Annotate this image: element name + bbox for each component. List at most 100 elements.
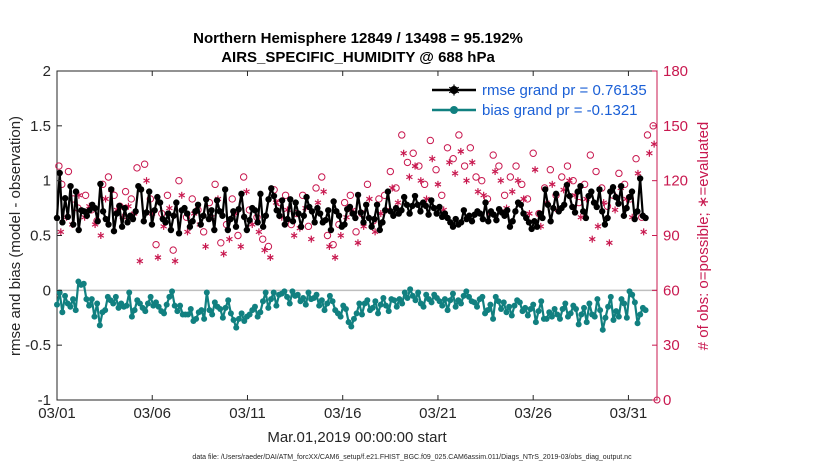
rmse-series — [53, 169, 649, 237]
obs-evaluated-point-stroke — [394, 200, 402, 205]
rmse-layer-point — [289, 218, 297, 225]
obs-evaluated-point — [248, 221, 256, 229]
x-axis-ticks: 03/01 03/06 03/11 03/16 03/21 03/26 03/31 — [38, 71, 647, 422]
obs-evaluated-point-stroke — [457, 149, 465, 154]
obs-evaluated-point — [171, 257, 179, 265]
obs-evaluated-point — [451, 169, 459, 177]
rmse-layer-point — [425, 211, 432, 218]
obs-evaluated-point-stroke — [125, 203, 132, 209]
obs-possible-point — [592, 167, 600, 176]
rmse-layer-point — [238, 190, 245, 198]
rmse-layer-point — [170, 212, 177, 219]
legend-bias-label: bias grand pr = -0.1321 — [482, 102, 638, 119]
bias-layer-point — [556, 315, 563, 322]
rmse-layer-point — [211, 226, 218, 234]
rmse-layer-point — [143, 209, 150, 216]
bias-layer-point — [500, 299, 507, 306]
rmse-layer-point — [354, 191, 362, 199]
bias-layer-point — [554, 311, 561, 318]
obs-evaluated-point-stroke — [497, 178, 505, 183]
rmse-layer-point — [365, 214, 373, 222]
rmse-layer-point — [118, 223, 126, 230]
bias-layer-point — [171, 302, 178, 309]
bias-layer-point — [273, 302, 280, 309]
obs-evaluated-point-stroke — [237, 244, 245, 249]
obs-possible-point — [228, 195, 236, 203]
rmse-layer-point — [582, 214, 590, 222]
obs-possible-point — [432, 166, 440, 174]
bias-layer-point — [142, 308, 149, 315]
bias-layer-point — [83, 296, 90, 303]
rmse-layer-point — [552, 190, 560, 198]
bias-layer-point — [96, 322, 103, 329]
bias-layer-point — [484, 307, 491, 314]
rmse-layer-point — [295, 210, 302, 217]
bias-layer-point — [238, 310, 245, 317]
rmse-layer-point — [254, 219, 261, 226]
obs-evaluated-point — [474, 188, 482, 196]
bias-layer-point — [506, 303, 513, 310]
bias-layer-point — [155, 303, 162, 310]
obs-evaluated-point — [255, 228, 263, 236]
obs-evaluated-point — [202, 242, 209, 250]
bias-layer-point — [516, 299, 523, 306]
obs-possible-point — [472, 173, 480, 181]
obs-evaluated-point-stroke — [307, 236, 315, 242]
obs-evaluated-point-stroke — [371, 229, 379, 235]
bias-layer-point — [166, 293, 173, 300]
bias-layer-point — [383, 302, 390, 309]
obs-evaluated-point-stroke — [178, 193, 186, 198]
bias-layer-point — [289, 288, 296, 295]
bias-layer-point — [211, 299, 218, 306]
obs-evaluated-point — [497, 177, 505, 185]
bias-layer-point — [67, 303, 74, 310]
rmse-layer-point — [512, 208, 519, 215]
bias-layer-point — [583, 319, 590, 326]
legend-rmse-star-stroke — [448, 86, 460, 94]
rmse-layer-point — [566, 192, 573, 200]
rmse-layer-point — [561, 201, 568, 208]
bias-layer-point — [294, 291, 301, 298]
rmse-layer-point — [259, 223, 267, 230]
bias-layer-point — [235, 315, 242, 322]
obs-evaluated-point — [411, 162, 419, 170]
rmse-layer-point — [311, 219, 318, 226]
obs-possible-point — [426, 136, 435, 145]
obs-evaluated-point — [446, 158, 453, 166]
rmse-layer-point — [609, 184, 617, 191]
rmse-layer-point — [617, 182, 625, 190]
bias-layer-point — [409, 292, 416, 299]
obs-evaluated-point-stroke — [154, 255, 162, 260]
rmse-layer-point — [64, 213, 72, 221]
rmse-layer-point — [227, 215, 234, 223]
bias-layer-point — [185, 311, 192, 318]
rmse-layer-point — [428, 197, 435, 204]
x-tick-label: 03/31 — [610, 405, 648, 422]
rmse-layer-point — [476, 210, 484, 217]
rmse-layer-point — [457, 219, 465, 226]
axes-box — [56, 70, 658, 401]
obs-possible-point — [438, 191, 446, 199]
obs-evaluated-point — [634, 169, 642, 177]
rmse-layer-point — [181, 204, 188, 212]
obs-evaluated-point — [480, 191, 487, 199]
rmse-layer-point — [221, 186, 229, 193]
obs-possible-point — [340, 198, 349, 207]
rmse-layer-point — [72, 188, 80, 195]
bias-layer-point — [102, 307, 109, 314]
bias-layer-point — [198, 307, 205, 314]
rmse-layer-point — [162, 219, 169, 226]
rmse-layer-point — [278, 197, 286, 204]
bias-layer-point — [350, 315, 357, 322]
rmse-layer-point — [192, 208, 199, 215]
bias-layer-point — [265, 304, 272, 311]
obs-possible-point — [281, 191, 290, 199]
rmse-layer-point — [634, 208, 641, 215]
bias-layer-point — [463, 288, 470, 295]
bias-layer-point — [535, 308, 542, 315]
obs-evaluated-point-stroke — [388, 185, 396, 191]
obs-possible-point — [443, 144, 452, 152]
obs-evaluated-point-stroke — [166, 205, 173, 211]
bias-layer-point — [356, 300, 363, 307]
obs-evaluated-point-stroke — [480, 193, 487, 198]
